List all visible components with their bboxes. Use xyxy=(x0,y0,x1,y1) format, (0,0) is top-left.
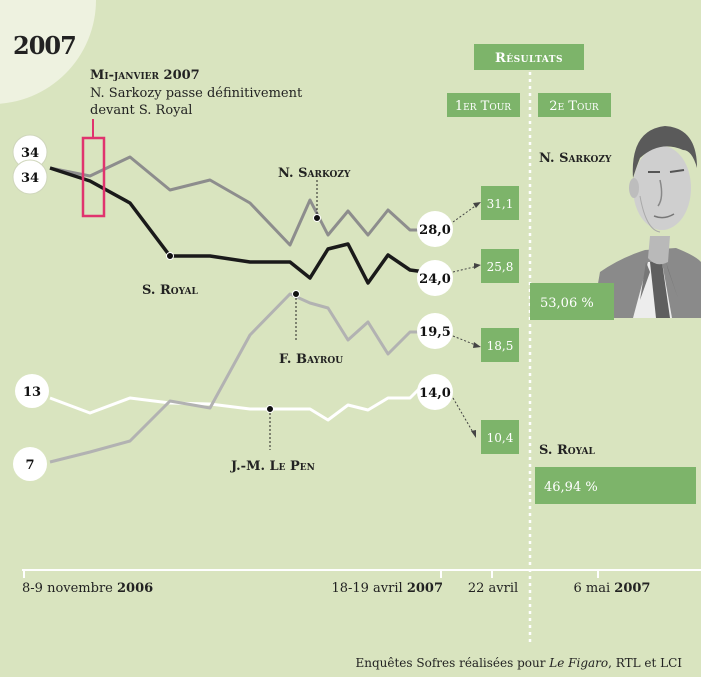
round1-lepen-value: 10,4 xyxy=(487,431,514,445)
annotation-line2: devant S. Royal xyxy=(90,103,192,118)
round1-royal: 25,8 xyxy=(481,249,519,283)
x-axis-ticks xyxy=(23,570,599,578)
round1-sarkozy-value: 31,1 xyxy=(487,197,514,211)
end-sarkozy-value: 28,0 xyxy=(419,223,451,238)
round1-bayrou: 18,5 xyxy=(481,328,519,362)
corner-disc xyxy=(0,0,96,104)
royal-line xyxy=(49,166,426,285)
round1-bayrou-value: 18,5 xyxy=(487,339,514,353)
end-bayrou-value: 19,5 xyxy=(419,325,451,340)
round2-header: 2e Tour xyxy=(549,99,599,114)
source-note: Enquêtes Sofres réalisées pour Le Figaro… xyxy=(355,656,682,670)
sarkozy-line xyxy=(49,155,425,247)
lepen-line xyxy=(49,386,431,422)
round1-arrows xyxy=(452,203,479,435)
start-royal: 34 xyxy=(12,159,48,195)
x-tick-start: 8-9 novembre 2006 xyxy=(22,581,153,596)
end-lepen: 14,0 xyxy=(417,374,453,410)
x-tick-mid: 18-19 avril 2007 xyxy=(331,581,443,596)
start-bayrou: 7 xyxy=(13,447,47,481)
round1-header: 1er Tour xyxy=(455,99,511,114)
start-royal-value: 34 xyxy=(21,171,39,186)
start-bayrou-value: 7 xyxy=(25,458,34,473)
x-tick-r2: 6 mai 2007 xyxy=(574,581,651,596)
round1-arrowheads xyxy=(471,202,481,438)
sarkozy-dot xyxy=(313,214,321,222)
end-bayrou: 19,5 xyxy=(417,313,453,349)
round2-sarkozy-value: 53,06 % xyxy=(540,296,594,311)
end-royal-value: 24,0 xyxy=(419,272,451,287)
bayrou-dot xyxy=(292,290,300,298)
annotation-line1: N. Sarkozy passe définitivement xyxy=(90,86,303,101)
lepen-dot xyxy=(266,405,274,413)
round1-header-box xyxy=(447,93,520,117)
round1-lepen: 10,4 xyxy=(481,420,519,454)
start-lepen-value: 13 xyxy=(23,385,41,400)
end-sarkozy: 28,0 xyxy=(417,211,453,247)
results-header-box xyxy=(474,44,584,70)
royal-label: S. Royal xyxy=(142,283,198,298)
round2-sarkozy-name: N. Sarkozy xyxy=(539,151,612,166)
round2-header-box xyxy=(538,93,611,117)
round2-royal-value: 46,94 % xyxy=(544,480,598,495)
year-title: 2007 xyxy=(13,31,76,60)
royal-dot xyxy=(166,252,174,260)
round2-sarkozy: 53,06 % xyxy=(530,283,614,320)
start-lepen: 13 xyxy=(15,374,49,408)
sarkozy-portrait xyxy=(592,126,701,318)
start-sarkozy-value: 34 xyxy=(21,146,39,161)
lepen-label: J.-M. Le Pen xyxy=(230,459,315,474)
annotation-title: Mi-janvier 2007 xyxy=(90,68,200,83)
annotation-box xyxy=(81,136,106,218)
end-royal: 24,0 xyxy=(417,260,453,296)
results-header: Résultats xyxy=(495,51,563,66)
round2-royal-name: S. Royal xyxy=(539,443,595,458)
end-lepen-value: 14,0 xyxy=(419,386,451,401)
round1-royal-value: 25,8 xyxy=(487,260,514,274)
sarkozy-label: N. Sarkozy xyxy=(278,166,351,181)
round1-sarkozy: 31,1 xyxy=(481,186,519,220)
x-tick-r1: 22 avril xyxy=(468,581,518,596)
bayrou-line xyxy=(49,292,425,464)
bayrou-label: F. Bayrou xyxy=(279,352,343,367)
round2-royal: 46,94 % xyxy=(535,467,696,504)
